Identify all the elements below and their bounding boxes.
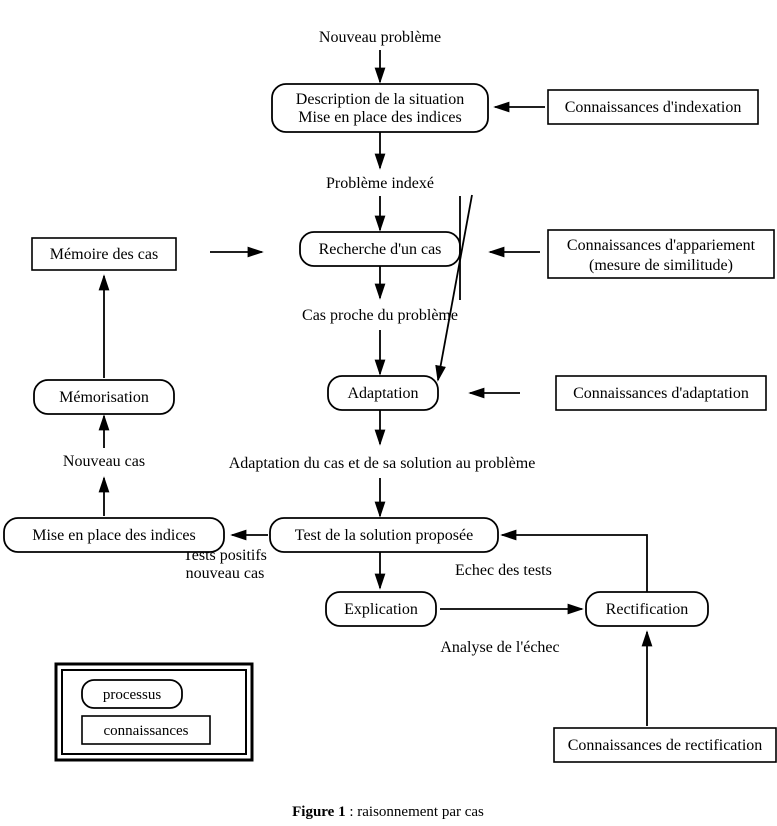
k-indexation-t: Connaissances d'indexation xyxy=(565,99,742,116)
k-adaptation-t: Connaissances d'adaptation xyxy=(573,385,749,402)
cbr-diagram: Nouveau problème Description de la situa… xyxy=(0,0,777,826)
arrow-indexe-adapt xyxy=(438,195,472,380)
k-appariement-1: Connaissances d'appariement xyxy=(567,237,756,254)
p-explication-t: Explication xyxy=(344,601,418,618)
p-indices-t: Mise en place des indices xyxy=(32,527,196,544)
p-rectification-t: Rectification xyxy=(606,601,689,618)
text-nouveau-cas: Nouveau cas xyxy=(63,453,145,470)
legend-knowledge-label: connaissances xyxy=(104,723,189,739)
text-tests-pos-2: nouveau cas xyxy=(186,565,265,582)
p-recherche-t: Recherche d'un cas xyxy=(319,241,442,258)
p-test-t: Test de la solution proposée xyxy=(295,527,473,544)
legend-outer xyxy=(56,664,252,760)
text-cas-proche: Cas proche du problème xyxy=(302,307,458,324)
text-echec-tests: Echec des tests xyxy=(455,562,552,579)
legend-process-label: processus xyxy=(103,687,161,703)
text-probleme-indexe: Problème indexé xyxy=(326,175,434,192)
text-analyse-echec: Analyse de l'échec xyxy=(440,639,559,656)
figure-caption: Figure 1 : raisonnement par cas xyxy=(292,804,484,820)
p-memorisation-t: Mémorisation xyxy=(59,389,149,406)
k-rectification-t: Connaissances de rectification xyxy=(568,737,763,754)
k-appariement-2: (mesure de similitude) xyxy=(589,257,733,274)
p-adaptation-t: Adaptation xyxy=(347,385,418,402)
desc-l1: Description de la situation xyxy=(296,91,464,108)
text-nouveau-probleme: Nouveau problème xyxy=(319,29,441,46)
text-adaptation-long: Adaptation du cas et de sa solution au p… xyxy=(229,455,536,472)
desc-l2: Mise en place des indices xyxy=(298,109,462,126)
k-memoire-t: Mémoire des cas xyxy=(50,246,158,263)
